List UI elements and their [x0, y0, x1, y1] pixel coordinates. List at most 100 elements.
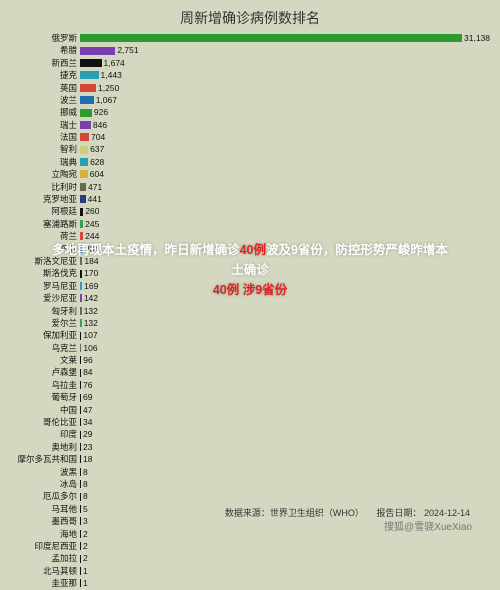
overlay-highlight-2: 40例 涉9省份: [213, 283, 287, 297]
country-label: 卢森堡: [51, 368, 77, 377]
bar: [80, 34, 462, 42]
country-label: 法国: [60, 133, 77, 142]
country-label: 波兰: [60, 96, 77, 105]
country-label: 瑞士: [60, 121, 77, 130]
country-label: 保加利亚: [43, 331, 77, 340]
bar: [80, 443, 81, 451]
bar: [80, 121, 91, 129]
country-label: 塞浦路斯: [43, 220, 77, 229]
country-label: 哥伦比亚: [43, 418, 77, 427]
country-label: 波黑: [60, 468, 77, 477]
bar: [80, 47, 115, 55]
bar-value: 1,443: [101, 71, 122, 80]
bar-value: 2: [83, 542, 88, 551]
bar: [80, 431, 81, 439]
country-label: 墨西哥: [51, 517, 77, 526]
bar-row: 北马其顿1: [80, 565, 490, 577]
bar-value: 1,067: [96, 96, 117, 105]
bar: [80, 530, 81, 538]
bar-row: 克罗地亚441: [80, 193, 490, 205]
bar-row: 波黑8: [80, 466, 490, 478]
bar-row: 厄瓜多尔8: [80, 490, 490, 502]
bar-value: 31,138: [464, 34, 490, 43]
country-label: 乌拉圭: [51, 381, 77, 390]
bar-row: 法国704: [80, 131, 490, 143]
bar-value: 96: [83, 356, 92, 365]
bar: [80, 381, 81, 389]
bar-value: 18: [83, 455, 92, 464]
bar: [80, 455, 81, 463]
date-value: 2024-12-14: [424, 508, 470, 518]
bar-row: 卢森堡84: [80, 367, 490, 379]
bar-row: 保加利亚107: [80, 329, 490, 341]
bar: [80, 555, 81, 563]
country-label: 文莱: [60, 356, 77, 365]
bar: [80, 344, 81, 352]
bar-row: 摩尔多瓦共和国18: [80, 453, 490, 465]
bar-row: 挪威926: [80, 106, 490, 118]
bar: [80, 96, 94, 104]
bar-value: 106: [83, 344, 97, 353]
bar: [80, 493, 81, 501]
bar-row: 乌拉圭76: [80, 379, 490, 391]
bar-row: 波兰1,067: [80, 94, 490, 106]
country-label: 中国: [60, 406, 77, 415]
bar-row: 文莱96: [80, 354, 490, 366]
bar-value: 1: [83, 579, 88, 588]
country-label: 摩尔多瓦共和国: [17, 455, 77, 464]
bar-value: 2: [83, 554, 88, 563]
country-label: 立陶宛: [51, 170, 77, 179]
bar-value: 23: [83, 443, 92, 452]
bar-value: 846: [93, 121, 107, 130]
bar-row: 塞浦路斯245: [80, 218, 490, 230]
bar-value: 471: [88, 183, 102, 192]
country-label: 比利时: [51, 183, 77, 192]
bar-row: 瑞典628: [80, 156, 490, 168]
bar-row: 俄罗斯31,138: [80, 32, 490, 44]
bar: [80, 356, 81, 364]
bar-row: 印度尼西亚2: [80, 540, 490, 552]
bar: [80, 517, 81, 525]
country-label: 瑞典: [60, 158, 77, 167]
country-label: 厄瓜多尔: [43, 492, 77, 501]
bar-row: 圭亚那1: [80, 577, 490, 589]
bar: [80, 332, 81, 340]
bar: [80, 71, 99, 79]
bar-value: 5: [83, 505, 88, 514]
bar-row: 智利637: [80, 144, 490, 156]
country-label: 克罗地亚: [43, 195, 77, 204]
country-label: 英国: [60, 84, 77, 93]
bar-row: 比利时471: [80, 181, 490, 193]
bar-value: 47: [83, 406, 92, 415]
bar-row: 冰岛8: [80, 478, 490, 490]
bar-row: 乌克兰106: [80, 342, 490, 354]
bar-row: 爱尔兰132: [80, 317, 490, 329]
bar-value: 1: [83, 567, 88, 576]
country-label: 阿根廷: [51, 207, 77, 216]
bar-value: 8: [83, 492, 88, 501]
country-label: 希腊: [60, 46, 77, 55]
overlay-headline: 多地再现本土疫情，昨日新增确诊40例波及9省份，防控形势严峻昨增本土确诊 40例…: [50, 240, 450, 300]
bar: [80, 418, 81, 426]
country-label: 葡萄牙: [51, 393, 77, 402]
country-label: 新西兰: [51, 59, 77, 68]
overlay-highlight-1: 40例: [240, 243, 266, 257]
bar-value: 637: [90, 145, 104, 154]
bar-row: 中国47: [80, 404, 490, 416]
bar-value: 2,751: [117, 46, 138, 55]
country-label: 印度: [60, 430, 77, 439]
country-label: 匈牙利: [51, 307, 77, 316]
bar-value: 132: [84, 319, 98, 328]
bar-row: 新西兰1,674: [80, 57, 490, 69]
country-label: 乌克兰: [51, 344, 77, 353]
overlay-part1: 多地再现本土疫情，昨日新增确诊: [52, 243, 240, 257]
bar-value: 2: [83, 530, 88, 539]
bar-value: 926: [94, 108, 108, 117]
country-label: 印度尼西亚: [34, 542, 77, 551]
source-value: 世界卫生组织（WHO）: [270, 508, 364, 518]
bar-value: 132: [84, 307, 98, 316]
bar-value: 34: [83, 418, 92, 427]
country-label: 马耳他: [51, 505, 77, 514]
chart-container: 周新增确诊病例数排名 俄罗斯31,138希腊2,751新西兰1,674捷克1,4…: [0, 0, 500, 535]
bar-row: 立陶宛604: [80, 168, 490, 180]
